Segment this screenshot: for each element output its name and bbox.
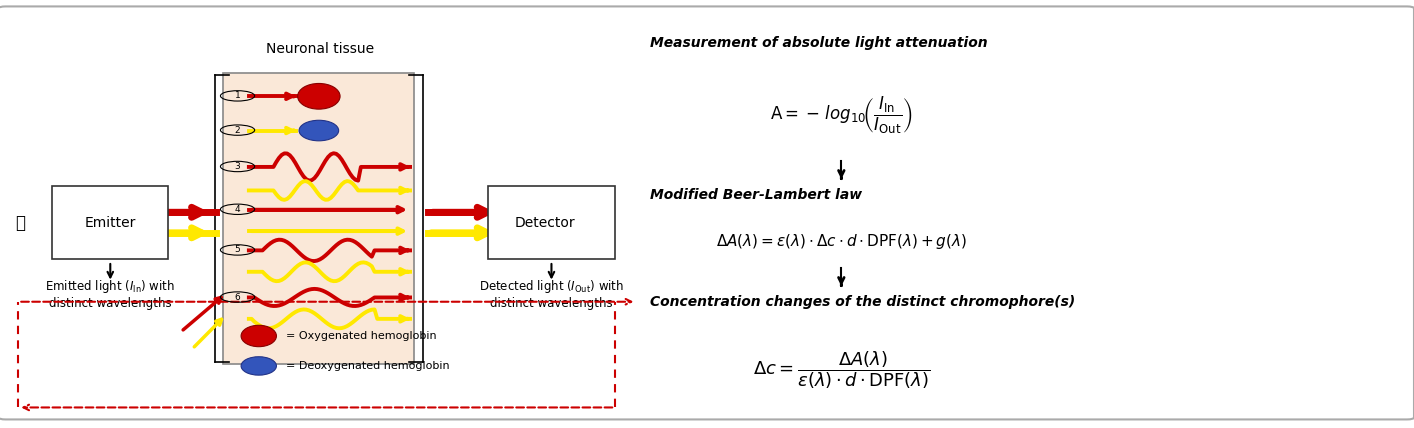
Text: 5: 5 — [235, 245, 240, 255]
Text: Detected light ($I_{\mathrm{Out}}$) with
distinct wavelengths: Detected light ($I_{\mathrm{Out}}$) with… — [479, 278, 624, 310]
Ellipse shape — [240, 325, 277, 347]
Text: = Deoxygenated hemoglobin: = Deoxygenated hemoglobin — [286, 361, 450, 371]
Text: Detector: Detector — [515, 216, 575, 229]
Text: 6: 6 — [235, 292, 240, 302]
Ellipse shape — [298, 83, 341, 109]
Text: $\Delta c = \dfrac{\Delta A(\lambda)}{\varepsilon(\lambda)\cdot d\cdot\mathrm{DP: $\Delta c = \dfrac{\Delta A(\lambda)}{\v… — [752, 349, 930, 391]
Text: Modified Beer-Lambert law: Modified Beer-Lambert law — [650, 188, 863, 202]
Ellipse shape — [300, 120, 339, 141]
FancyBboxPatch shape — [488, 186, 615, 259]
Text: 2: 2 — [235, 125, 240, 135]
Text: Measurement of absolute light attenuation: Measurement of absolute light attenuatio… — [650, 36, 988, 50]
Text: $\mathrm{A} = -\,\mathit{log}_{10}\!\left(\dfrac{I_{\mathrm{In}}}{I_{\mathrm{Out: $\mathrm{A} = -\,\mathit{log}_{10}\!\lef… — [771, 95, 912, 136]
Text: 🔦: 🔦 — [14, 214, 25, 232]
Text: Emitted light ($I_{\mathrm{In}}$) with
distinct wavelengths: Emitted light ($I_{\mathrm{In}}$) with d… — [45, 278, 175, 310]
Text: $\Delta A(\lambda) = \varepsilon(\lambda)\cdot\Delta c\cdot d\cdot\mathrm{DPF}(\: $\Delta A(\lambda) = \varepsilon(\lambda… — [715, 232, 967, 251]
Text: 📷: 📷 — [590, 215, 600, 230]
Text: Neuronal tissue: Neuronal tissue — [266, 42, 373, 56]
Text: 3: 3 — [235, 162, 240, 171]
FancyBboxPatch shape — [0, 6, 1414, 419]
Ellipse shape — [240, 357, 277, 375]
Text: = Oxygenated hemoglobin: = Oxygenated hemoglobin — [286, 331, 437, 341]
Text: 4: 4 — [235, 205, 240, 214]
Text: 1: 1 — [235, 91, 240, 101]
Text: Concentration changes of the distinct chromophore(s): Concentration changes of the distinct ch… — [650, 295, 1076, 309]
FancyBboxPatch shape — [223, 73, 414, 364]
Text: Emitter: Emitter — [85, 216, 136, 229]
FancyBboxPatch shape — [52, 186, 168, 259]
